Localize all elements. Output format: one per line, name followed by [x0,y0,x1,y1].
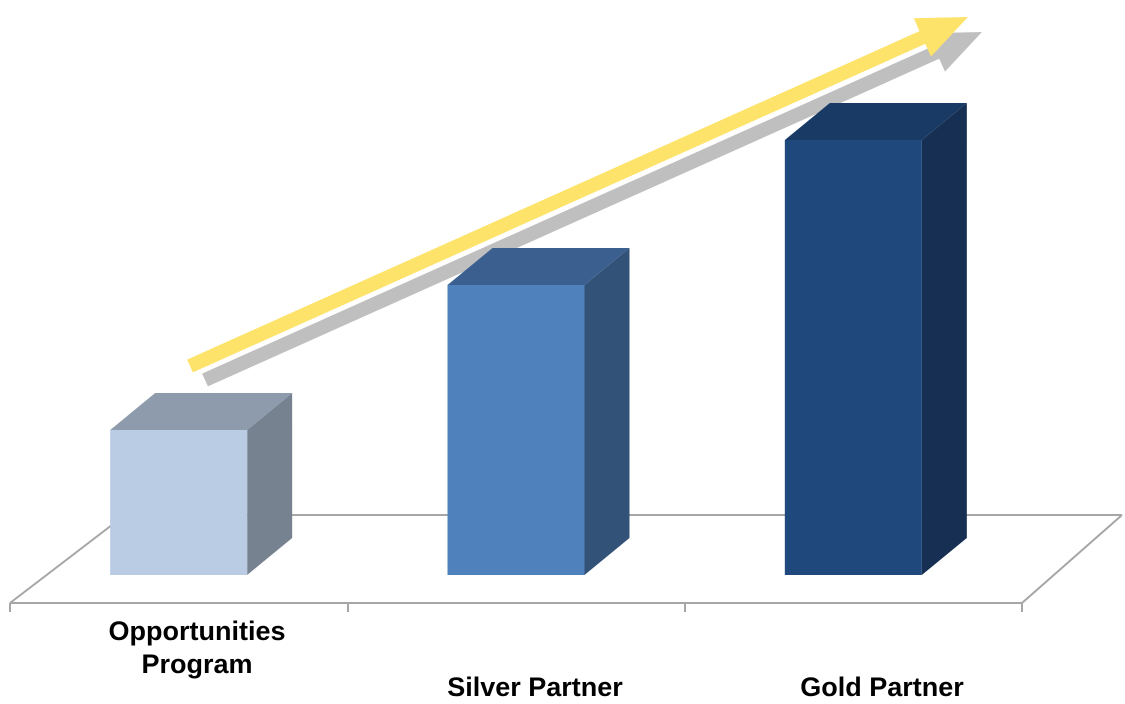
bar-front [110,430,248,575]
bar-side [247,393,293,575]
trend-arrow [187,17,983,387]
bar-1 [110,393,293,575]
x-tick-label-line: Gold Partner [800,671,964,702]
bar-front [447,285,585,575]
x-tick-label-2: Silver Partner [385,671,685,704]
x-tick-label-3: Gold Partner [732,671,1032,704]
bar-side [921,103,967,575]
bar-top [110,393,293,430]
bar-2 [447,248,630,575]
bar-group [110,103,967,575]
x-tick-label-line: Silver Partner [447,671,623,702]
x-tick-label-line: Program [141,648,253,679]
bar-top [784,103,967,140]
bar-front [784,140,922,575]
x-tick-label-line: Opportunities [108,615,286,646]
trend-arrow-shadow [202,32,983,387]
bar-side [584,248,630,575]
x-tick-label-1: Opportunities Program [47,615,347,681]
bar-3 [784,103,967,575]
trend-arrow-body [187,17,969,373]
bar-top [447,248,630,285]
